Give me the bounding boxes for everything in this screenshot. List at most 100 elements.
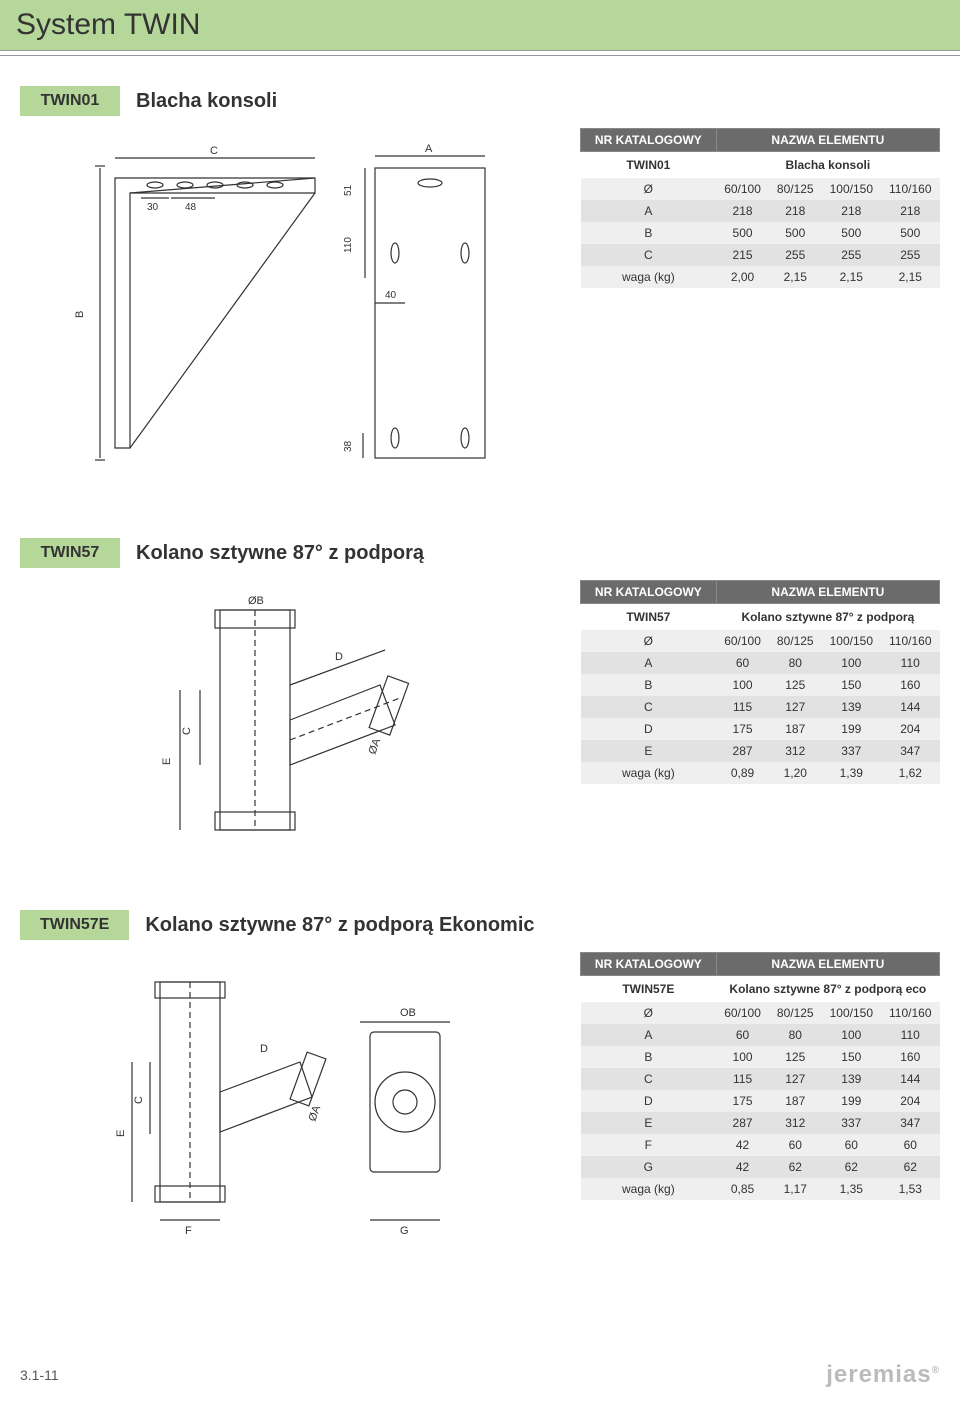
spec-value: 500 xyxy=(769,222,822,244)
spec-value: 2,15 xyxy=(881,266,940,288)
spec-value: 255 xyxy=(881,244,940,266)
spec-value: 204 xyxy=(881,718,940,740)
spec-value: 60 xyxy=(716,1024,769,1046)
spec-value: 500 xyxy=(716,222,769,244)
spec-value: 2,00 xyxy=(716,266,769,288)
col-element: NAZWA ELEMENTU xyxy=(716,129,939,152)
spec-value: 115 xyxy=(716,696,769,718)
product-name: Kolano sztywne 87° z podporą xyxy=(136,542,424,565)
spec-table: NR KATALOGOWYNAZWA ELEMENTUTWIN57Kolano … xyxy=(580,580,940,784)
spec-value: 125 xyxy=(769,674,822,696)
title-underline xyxy=(0,55,960,56)
cell-element-name: Kolano sztywne 87° z podporą xyxy=(716,604,939,631)
brand-logo: jeremias® xyxy=(826,1361,940,1389)
product-name: Blacha konsoli xyxy=(136,90,277,113)
diameter-label: Ø xyxy=(581,178,717,200)
spec-value: 187 xyxy=(769,718,822,740)
spec-label: B xyxy=(581,1046,717,1068)
spec-value: 215 xyxy=(716,244,769,266)
svg-text:C: C xyxy=(210,145,218,157)
spec-value: 110 xyxy=(881,1024,940,1046)
diameter-value: 100/150 xyxy=(822,178,881,200)
spec-value: 337 xyxy=(822,740,881,762)
spec-row: E287312337347 xyxy=(581,740,940,762)
spec-value: 500 xyxy=(881,222,940,244)
spec-row: C215255255255 xyxy=(581,244,940,266)
spec-value: 175 xyxy=(716,1090,769,1112)
page-title-bar: System TWIN xyxy=(0,0,960,51)
svg-text:OB: OB xyxy=(400,1007,416,1019)
diameter-label: Ø xyxy=(581,630,717,652)
product-code-badge: TWIN57E xyxy=(20,910,129,940)
diameter-value: 110/160 xyxy=(881,1002,940,1024)
svg-text:C: C xyxy=(181,727,193,735)
spec-label: F xyxy=(581,1134,717,1156)
footer: 3.1-11 jeremias® xyxy=(20,1361,940,1389)
section-header: TWIN01 Blacha konsoli xyxy=(20,86,940,116)
spec-row: C115127139144 xyxy=(581,1068,940,1090)
spec-table: NR KATALOGOWYNAZWA ELEMENTUTWIN01Blacha … xyxy=(580,128,940,288)
spec-value: 2,15 xyxy=(822,266,881,288)
diameter-value: 60/100 xyxy=(716,178,769,200)
spec-value: 62 xyxy=(769,1156,822,1178)
spec-value: 144 xyxy=(881,1068,940,1090)
spec-value: 1,35 xyxy=(822,1178,881,1200)
section-header: TWIN57E Kolano sztywne 87° z podporą Ekon… xyxy=(20,910,940,940)
spec-value: 255 xyxy=(822,244,881,266)
spec-row: A218218218218 xyxy=(581,200,940,222)
spec-value: 139 xyxy=(822,1068,881,1090)
spec-value: 139 xyxy=(822,696,881,718)
spec-value: 125 xyxy=(769,1046,822,1068)
table-product-row: TWIN57EKolano sztywne 87° z podporą eco xyxy=(581,976,940,1003)
section-body: C E D ØA F OB G NR KATALOGOWYNAZWA ELEME… xyxy=(20,952,940,1252)
product-name: Kolano sztywne 87° z podporą Ekonomic xyxy=(145,914,534,937)
spec-row: B500500500500 xyxy=(581,222,940,244)
col-element: NAZWA ELEMENTU xyxy=(716,953,939,976)
spec-value: 127 xyxy=(769,696,822,718)
spec-row: D175187199204 xyxy=(581,1090,940,1112)
spec-row: E287312337347 xyxy=(581,1112,940,1134)
spec-value: 0,85 xyxy=(716,1178,769,1200)
spec-value: 218 xyxy=(769,200,822,222)
spec-value: 160 xyxy=(881,674,940,696)
diameter-row: Ø60/10080/125100/150110/160 xyxy=(581,1002,940,1024)
product-code-badge: TWIN01 xyxy=(20,86,120,116)
spec-value: 60 xyxy=(716,652,769,674)
spec-value: 347 xyxy=(881,740,940,762)
svg-text:D: D xyxy=(335,651,343,663)
spec-value: 287 xyxy=(716,740,769,762)
spec-value: 337 xyxy=(822,1112,881,1134)
spec-value: 100 xyxy=(716,1046,769,1068)
diameter-value: 110/160 xyxy=(881,178,940,200)
spec-value: 100 xyxy=(822,652,881,674)
spec-row: waga (kg)2,002,152,152,15 xyxy=(581,266,940,288)
spec-value: 175 xyxy=(716,718,769,740)
technical-drawing: ØB ØA C E D xyxy=(20,580,560,860)
spec-value: 127 xyxy=(769,1068,822,1090)
diameter-row: Ø60/10080/125100/150110/160 xyxy=(581,178,940,200)
diameter-value: 80/125 xyxy=(769,1002,822,1024)
spec-value: 500 xyxy=(822,222,881,244)
col-catalog: NR KATALOGOWY xyxy=(581,581,717,604)
svg-text:F: F xyxy=(185,1225,192,1237)
spec-row: D175187199204 xyxy=(581,718,940,740)
spec-value: 204 xyxy=(881,1090,940,1112)
svg-text:E: E xyxy=(115,1130,127,1137)
spec-row: B100125150160 xyxy=(581,1046,940,1068)
diameter-label: Ø xyxy=(581,1002,717,1024)
spec-value: 1,53 xyxy=(881,1178,940,1200)
spec-label: C xyxy=(581,696,717,718)
svg-text:D: D xyxy=(260,1043,268,1055)
spec-value: 312 xyxy=(769,740,822,762)
spec-label: B xyxy=(581,222,717,244)
diameter-value: 110/160 xyxy=(881,630,940,652)
section-twin01: TWIN01Blacha konsoli C 30 48 B xyxy=(20,86,940,488)
table-header-row: NR KATALOGOWYNAZWA ELEMENTU xyxy=(581,581,940,604)
diameter-value: 60/100 xyxy=(716,1002,769,1024)
cell-code: TWIN57 xyxy=(581,604,717,631)
spec-label: waga (kg) xyxy=(581,762,717,784)
spec-value: 347 xyxy=(881,1112,940,1134)
table-header-row: NR KATALOGOWYNAZWA ELEMENTU xyxy=(581,953,940,976)
spec-value: 1,39 xyxy=(822,762,881,784)
spec-value: 255 xyxy=(769,244,822,266)
